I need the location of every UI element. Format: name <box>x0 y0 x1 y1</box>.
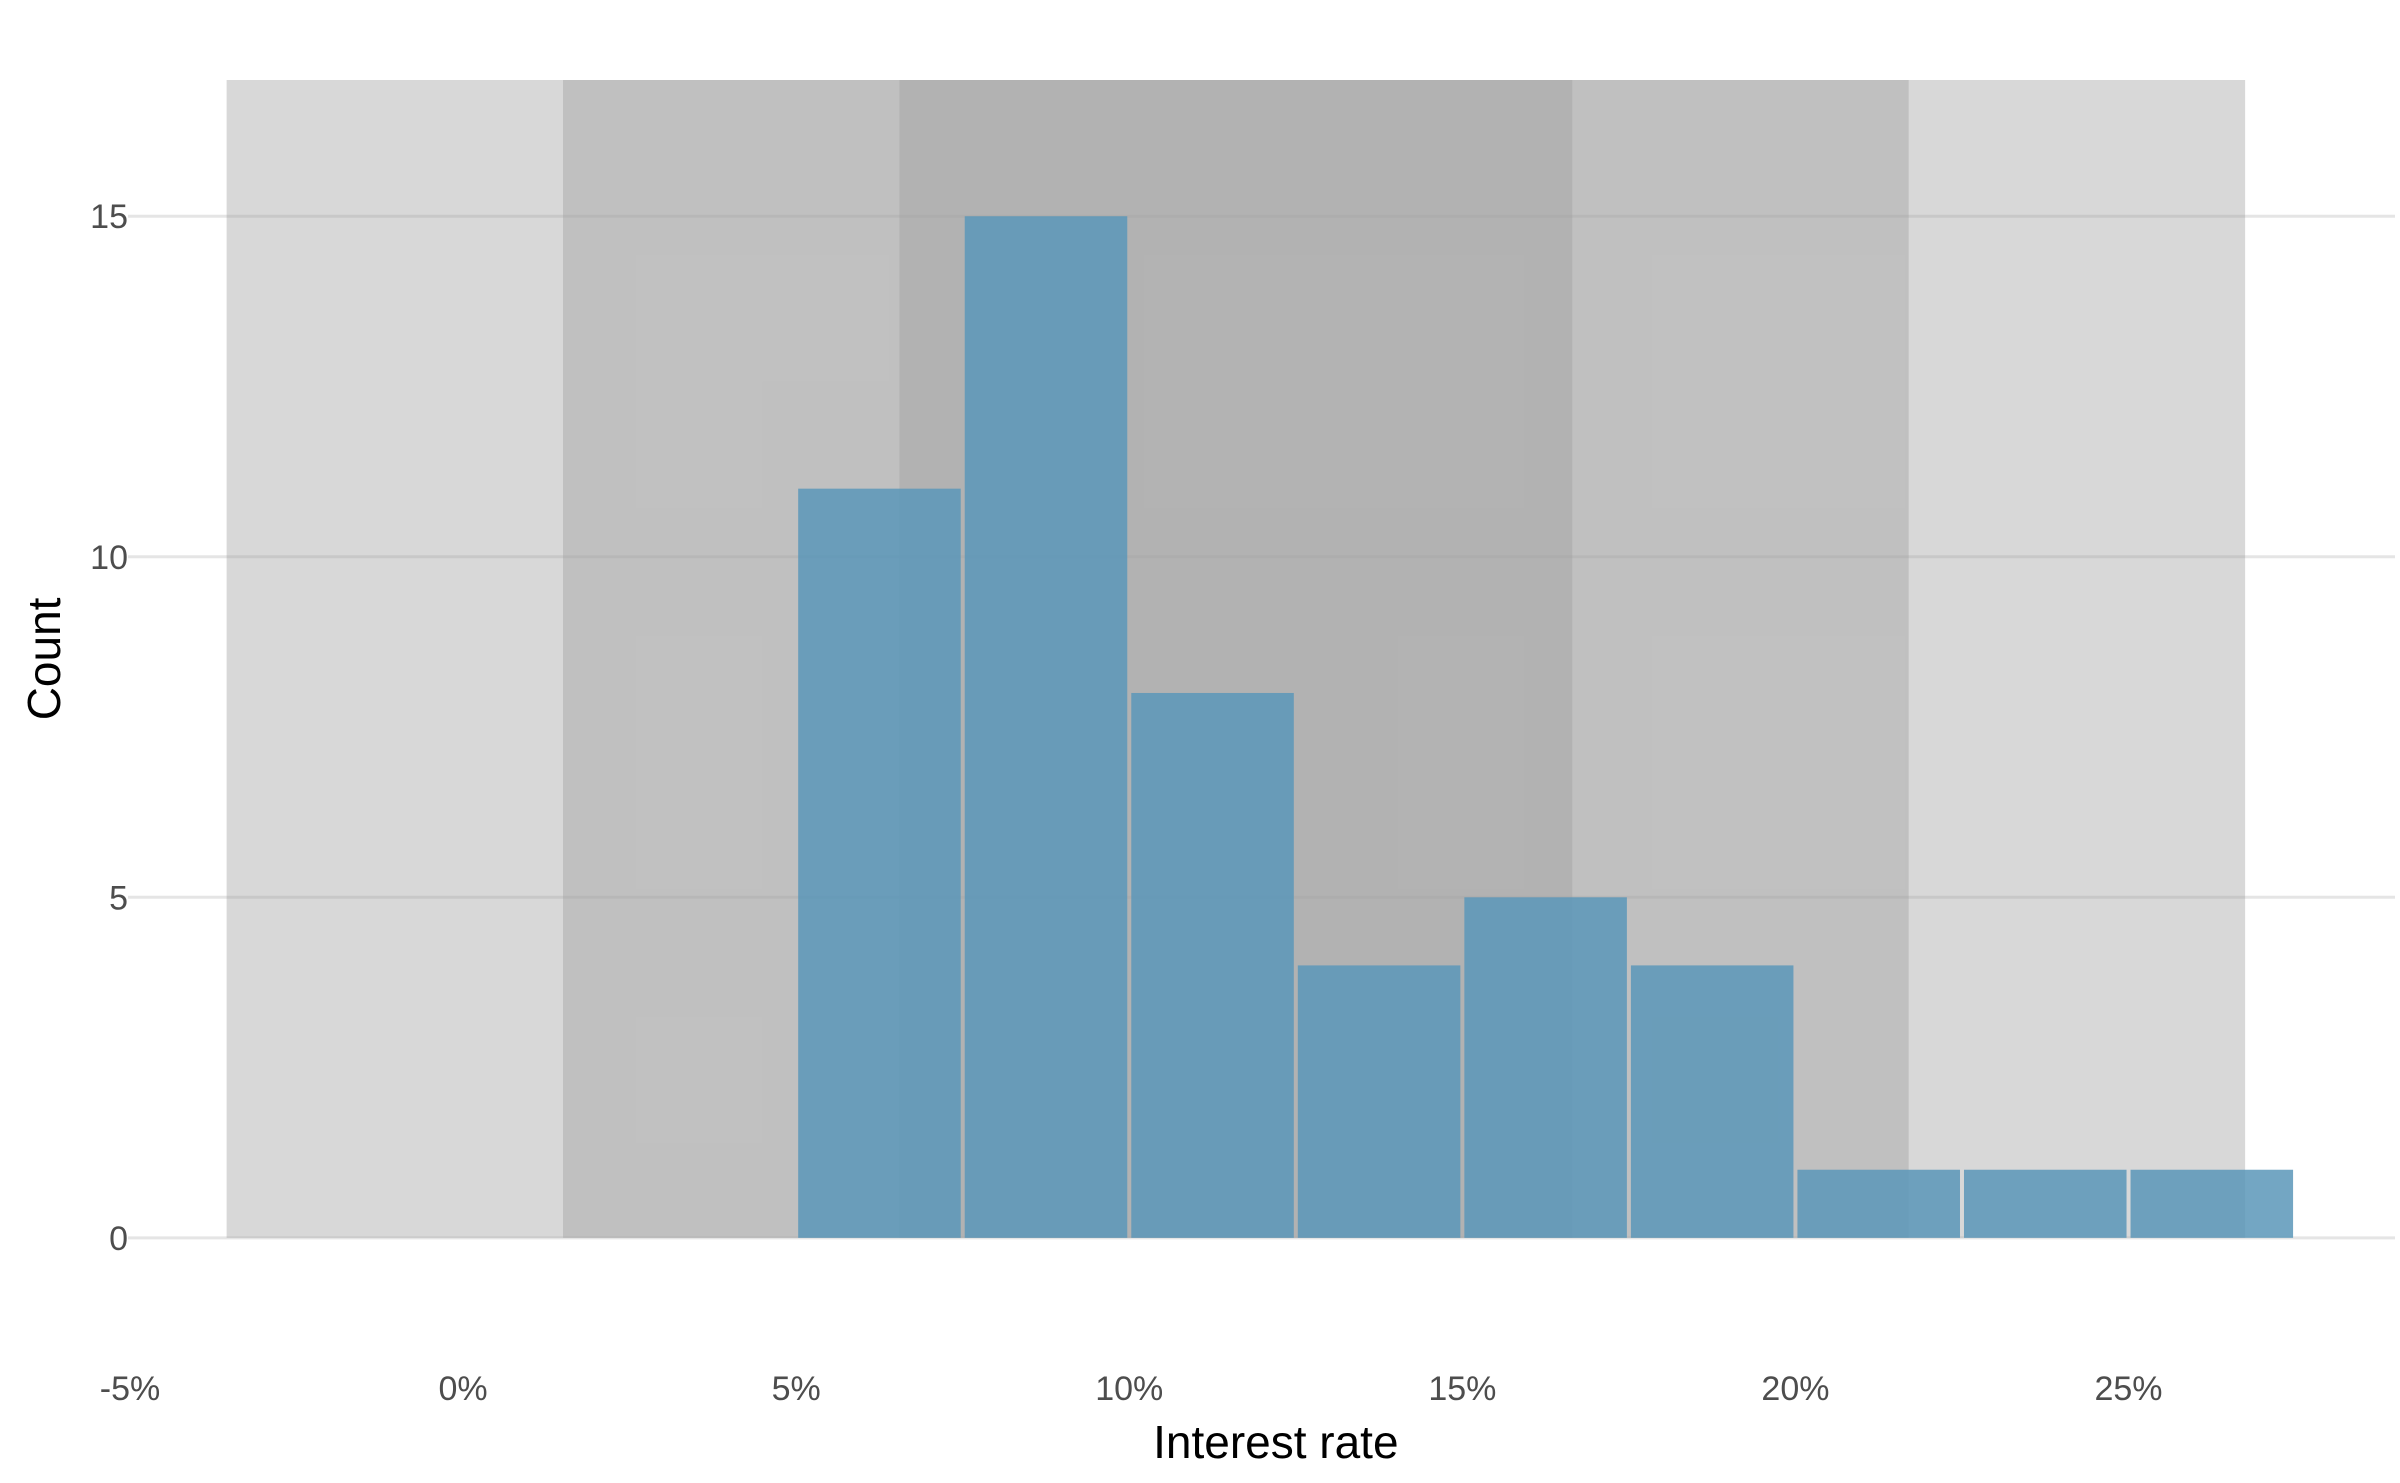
histogram-bar-8 <box>1963 1169 2127 1238</box>
y-axis-title: Count <box>18 597 70 720</box>
y-axis-ticks: 0 5 10 15 <box>90 198 128 1258</box>
histogram-bar-7 <box>1797 1169 1960 1238</box>
y-tick-label: 15 <box>90 198 128 236</box>
y-tick-label: 10 <box>90 539 128 577</box>
x-tick-label: 5% <box>772 1370 821 1408</box>
histogram-bar-3 <box>1131 692 1294 1238</box>
x-axis-ticks: -5% 0% 5% 10% 15% 20% 25% <box>100 1370 2163 1408</box>
histogram-bar-5 <box>1464 897 1627 1238</box>
x-tick-label: 0% <box>439 1370 488 1408</box>
histogram-bar-6 <box>1630 965 1794 1238</box>
x-axis-title: Interest rate <box>1153 1416 1398 1468</box>
x-tick-label: 10% <box>1095 1370 1163 1408</box>
histogram-bar-1 <box>798 488 961 1238</box>
histogram-bar-4 <box>1297 965 1461 1238</box>
y-tick-label: 0 <box>109 1220 128 1258</box>
histogram-bars <box>798 216 2294 1238</box>
y-tick-label: 5 <box>109 879 128 917</box>
x-tick-label: 25% <box>2094 1370 2162 1408</box>
histogram-bar-9 <box>2130 1169 2294 1238</box>
x-tick-label: 20% <box>1761 1370 1829 1408</box>
x-tick-label: -5% <box>100 1370 160 1408</box>
histogram-bar-2 <box>964 216 1128 1238</box>
x-tick-label: 15% <box>1428 1370 1496 1408</box>
